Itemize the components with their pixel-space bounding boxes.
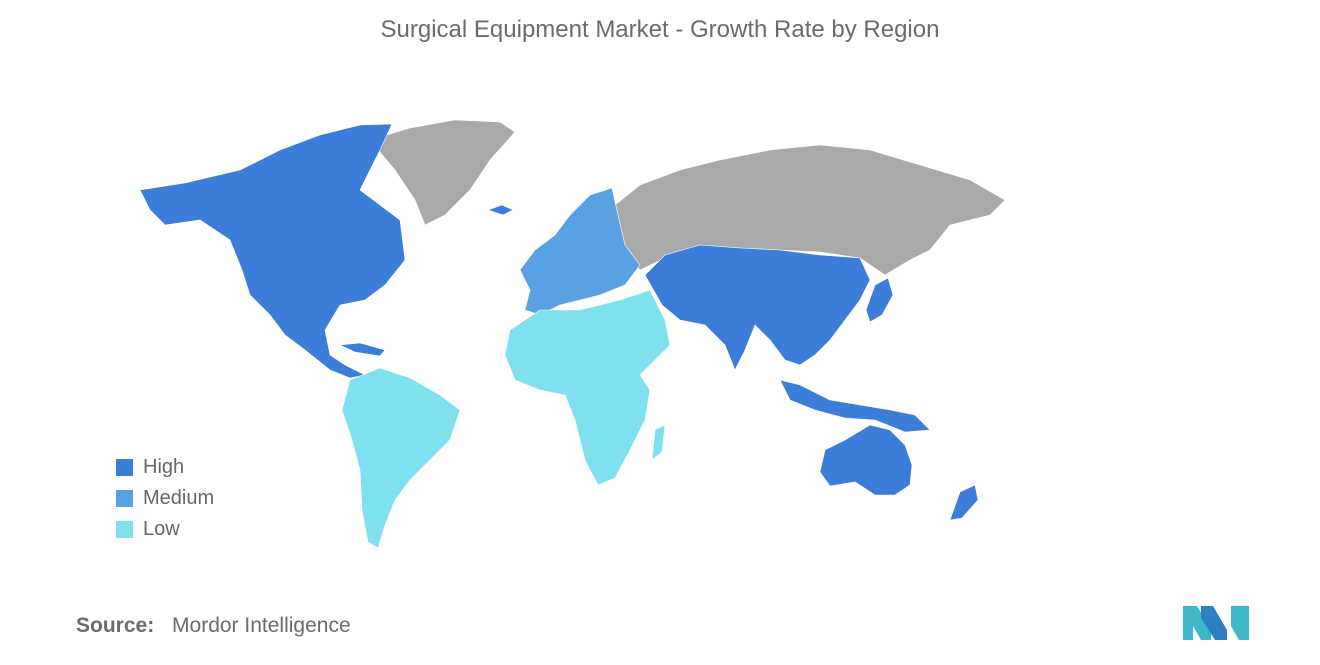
- source-line: Source: Mordor Intelligence: [76, 614, 351, 638]
- source-label: Source:: [76, 614, 155, 637]
- source-value: Mordor Intelligence: [172, 614, 351, 637]
- legend-item-medium: Medium: [116, 483, 214, 514]
- region-south-america: [341, 367, 461, 549]
- legend-label-low: Low: [143, 518, 180, 540]
- legend-label-high: High: [143, 456, 185, 478]
- region-middle-east-africa: [504, 289, 671, 486]
- region-australia: [819, 424, 913, 496]
- region-southeast-asia: [779, 379, 931, 433]
- mordor-intelligence-logo: [1183, 606, 1249, 640]
- legend-swatch-high: [116, 459, 133, 476]
- region-iceland: [487, 204, 514, 216]
- chart-title: Surgical Equipment Market - Growth Rate …: [380, 16, 940, 43]
- legend-item-low: Low: [116, 514, 214, 545]
- region-madagascar: [651, 424, 666, 461]
- region-greenland: [369, 119, 516, 226]
- region-japan: [865, 277, 894, 323]
- region-asia: [644, 244, 871, 371]
- legend-item-high: High: [116, 452, 214, 483]
- region-north-america: [139, 123, 406, 379]
- legend: High Medium Low: [116, 452, 214, 545]
- legend-swatch-low: [116, 521, 133, 538]
- legend-label-medium: Medium: [143, 487, 215, 509]
- region-caribbean: [338, 342, 386, 357]
- legend-swatch-medium: [116, 490, 133, 507]
- region-new-zealand: [949, 484, 979, 521]
